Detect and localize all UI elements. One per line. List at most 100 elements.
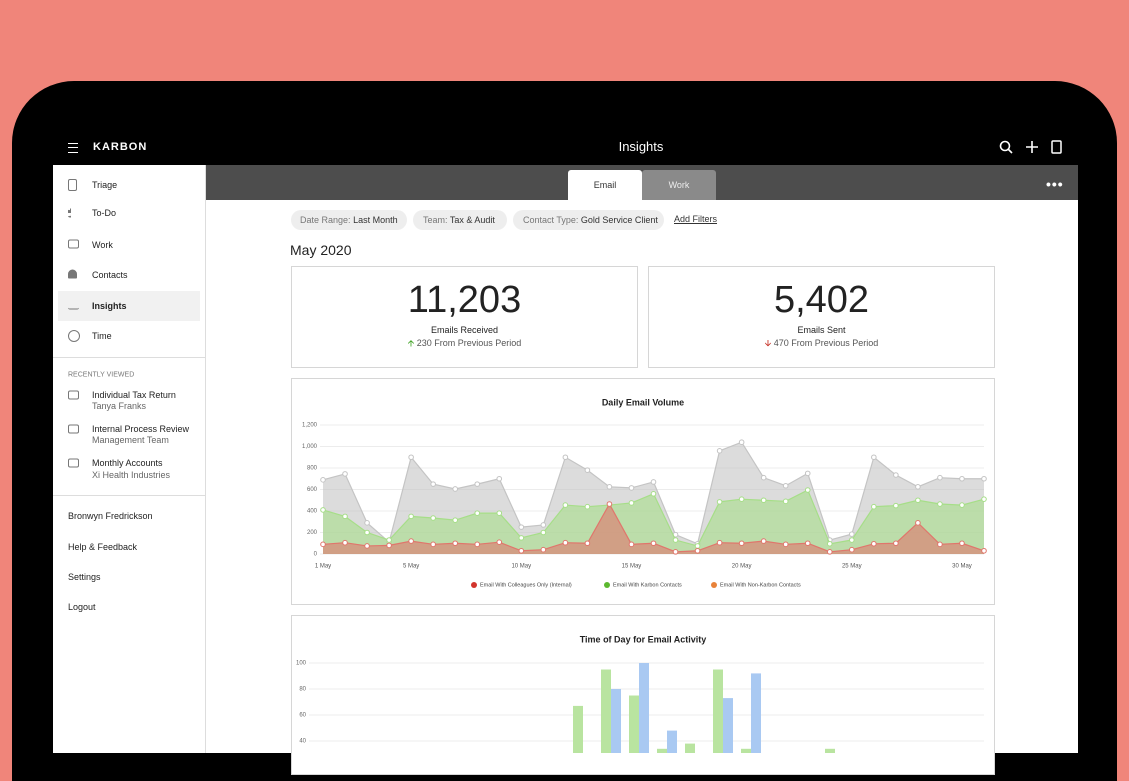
point bbox=[672, 537, 679, 543]
point bbox=[893, 502, 899, 509]
y-tick-label: 60 bbox=[299, 713, 306, 719]
point bbox=[915, 520, 921, 526]
nav-item[interactable]: Work bbox=[92, 240, 113, 250]
menu-icon[interactable] bbox=[68, 143, 78, 153]
icon bbox=[68, 208, 79, 218]
bar bbox=[639, 663, 649, 753]
user-name[interactable]: Bronwyn Fredrickson bbox=[68, 511, 153, 521]
point bbox=[430, 481, 436, 487]
filter-pill[interactable]: Team: Tax & Audit bbox=[413, 210, 507, 230]
change-amount: 470 bbox=[773, 338, 789, 348]
point bbox=[738, 496, 745, 502]
change-amount: 230 bbox=[416, 338, 432, 348]
area bbox=[323, 490, 984, 554]
point bbox=[320, 477, 326, 483]
recent-title[interactable]: Internal Process Review bbox=[92, 424, 190, 434]
point bbox=[760, 497, 767, 504]
point bbox=[716, 448, 723, 454]
point bbox=[782, 482, 789, 489]
bar bbox=[611, 689, 621, 753]
divider bbox=[53, 357, 205, 358]
point bbox=[606, 484, 613, 490]
point bbox=[540, 529, 547, 536]
y-tick-label: 100 bbox=[296, 661, 307, 667]
filter-label: Date Range: bbox=[300, 215, 351, 225]
stat-card: 5,402 Emails Sent 🡫 470 From Previous Pe… bbox=[648, 266, 995, 368]
icon bbox=[68, 330, 80, 342]
stat-value: 11,203 bbox=[407, 279, 522, 321]
point bbox=[981, 496, 987, 502]
recent-title[interactable]: Individual Tax Return bbox=[92, 390, 176, 400]
legend-swatch bbox=[604, 582, 610, 588]
recent-subtitle: Tanya Franks bbox=[92, 401, 147, 411]
point bbox=[694, 543, 701, 549]
recent-subtitle: Xi Health Industries bbox=[92, 470, 171, 480]
more-icon[interactable]: ••• bbox=[1046, 176, 1064, 192]
tasks-icon[interactable] bbox=[1051, 140, 1062, 154]
point bbox=[342, 539, 348, 546]
point bbox=[496, 475, 503, 482]
link[interactable]: Help & Feedback bbox=[68, 542, 138, 552]
y-tick-label: 1,000 bbox=[302, 444, 318, 450]
search-icon[interactable] bbox=[999, 140, 1011, 152]
filter-label: Team: bbox=[423, 215, 448, 225]
point bbox=[364, 529, 370, 536]
period: May 2020 bbox=[290, 242, 352, 258]
point bbox=[826, 549, 833, 555]
legend-label: Email With Non-Karbon Contacts bbox=[720, 582, 801, 588]
point bbox=[738, 439, 745, 446]
x-tick-label: 5 May bbox=[403, 564, 419, 570]
point bbox=[915, 497, 921, 504]
point bbox=[496, 539, 503, 545]
stat-change: 🡩 230 From Previous Period bbox=[407, 338, 522, 348]
brand: KARBON bbox=[93, 141, 148, 153]
point bbox=[804, 540, 811, 547]
recent-title[interactable]: Monthly Accounts bbox=[92, 458, 163, 468]
stat-card: 11,203 Emails Received 🡩 230 From Previo… bbox=[291, 266, 638, 368]
chart-title: Daily Email Volume bbox=[602, 397, 684, 407]
tab[interactable]: Email bbox=[568, 170, 642, 200]
point bbox=[474, 510, 481, 516]
point bbox=[959, 475, 965, 482]
point bbox=[716, 539, 723, 546]
change-text: From Previous Period bbox=[791, 338, 879, 348]
point bbox=[959, 540, 965, 547]
charts: Daily Email Volume 0 200 400 600 800 1,000 1,20… bbox=[296, 397, 987, 753]
point bbox=[672, 549, 679, 555]
tab[interactable]: Work bbox=[642, 170, 716, 200]
bar bbox=[685, 743, 695, 753]
point bbox=[386, 542, 392, 549]
active-nav bbox=[58, 291, 200, 321]
legend-swatch bbox=[711, 582, 717, 588]
add-icon[interactable] bbox=[1026, 141, 1038, 153]
y-tick-label: 0 bbox=[314, 552, 318, 558]
point bbox=[915, 484, 921, 490]
stat-value: 5,402 bbox=[773, 279, 870, 321]
nav-item[interactable]: Contacts bbox=[92, 270, 128, 280]
icon bbox=[68, 424, 79, 434]
x-tick-label: 10 May bbox=[511, 564, 531, 570]
y-tick-label: 400 bbox=[307, 509, 318, 515]
y-tick-label: 800 bbox=[307, 466, 318, 472]
filter-pill[interactable]: Date Range: Last Month bbox=[291, 210, 407, 230]
point bbox=[342, 513, 348, 520]
filter-pill[interactable]: Contact Type: Gold Service Client bbox=[513, 210, 664, 230]
add-filters[interactable]: Add Filters bbox=[674, 214, 718, 224]
bar bbox=[667, 730, 677, 753]
link[interactable]: Logout bbox=[68, 602, 96, 612]
point bbox=[937, 501, 943, 507]
nav-item[interactable]: Insights bbox=[92, 301, 127, 311]
nav-item[interactable]: Triage bbox=[92, 180, 118, 190]
point bbox=[650, 540, 657, 547]
point bbox=[849, 531, 855, 537]
header-icons bbox=[999, 140, 1062, 154]
nav-item[interactable]: To-Do bbox=[92, 208, 117, 218]
y-tick-label: 1,200 bbox=[302, 423, 318, 429]
point bbox=[474, 541, 481, 548]
nav-item[interactable]: Time bbox=[92, 331, 112, 341]
x-tick-label: 1 May bbox=[315, 564, 331, 570]
recent-subtitle: Management Team bbox=[92, 435, 169, 445]
point bbox=[871, 540, 877, 547]
link[interactable]: Settings bbox=[68, 572, 101, 582]
point bbox=[937, 541, 943, 548]
